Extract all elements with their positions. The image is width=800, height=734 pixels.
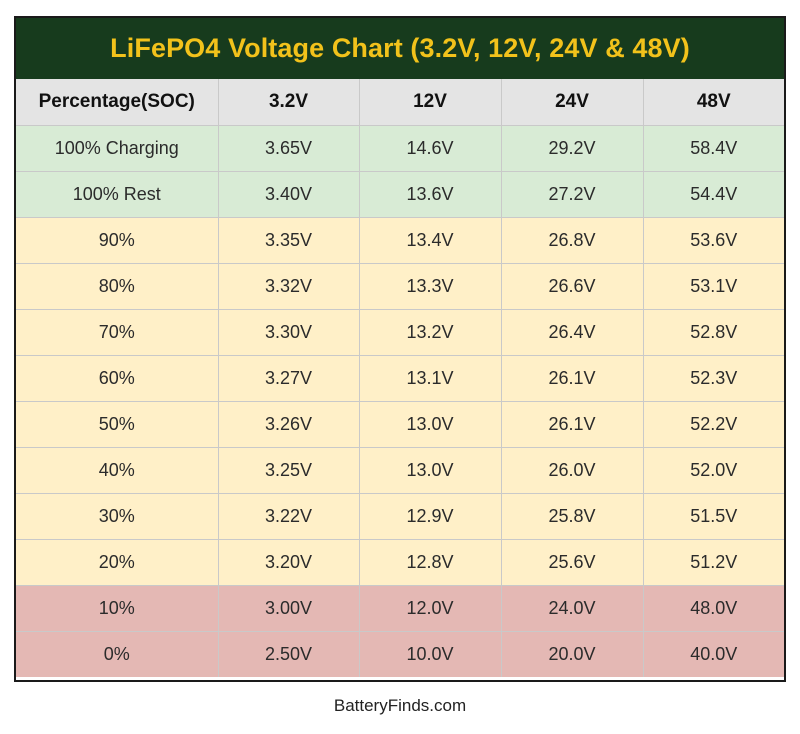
voltage-cell-12v: 13.2V xyxy=(358,308,502,356)
voltage-cell-24v: 25.8V xyxy=(500,492,644,540)
voltage-cell-12v: 13.0V xyxy=(358,446,502,494)
voltage-cell-24v: 26.0V xyxy=(500,446,644,494)
voltage-cell-48v: 40.0V xyxy=(642,630,784,677)
table-row: 40% 3.25V 13.0V 26.0V 52.0V xyxy=(16,446,784,494)
column-header-soc: Percentage(SOC) xyxy=(16,79,219,126)
voltage-cell-3v2: 3.22V xyxy=(217,492,360,540)
table-row: 0% 2.50V 10.0V 20.0V 40.0V xyxy=(16,630,784,677)
voltage-cell-24v: 29.2V xyxy=(500,124,644,172)
voltage-cell-48v: 52.3V xyxy=(642,354,784,402)
soc-cell: 100% Charging xyxy=(16,124,219,172)
voltage-cell-3v2: 3.32V xyxy=(217,262,360,310)
footer-credit: BatteryFinds.com xyxy=(333,696,467,715)
table-row: 60% 3.27V 13.1V 26.1V 52.3V xyxy=(16,354,784,402)
voltage-cell-3v2: 3.30V xyxy=(217,308,360,356)
voltage-cell-12v: 13.6V xyxy=(358,170,502,218)
table-row: 80% 3.32V 13.3V 26.6V 53.1V xyxy=(16,262,784,310)
voltage-cell-24v: 26.8V xyxy=(500,216,644,264)
table-row: 100% Charging 3.65V 14.6V 29.2V 58.4V xyxy=(16,124,784,172)
voltage-cell-3v2: 3.35V xyxy=(217,216,360,264)
table-row: 20% 3.20V 12.8V 25.6V 51.2V xyxy=(16,538,784,586)
soc-cell: 100% Rest xyxy=(16,170,219,218)
voltage-cell-3v2: 3.65V xyxy=(217,124,360,172)
voltage-cell-12v: 12.0V xyxy=(358,584,502,632)
soc-cell: 90% xyxy=(16,216,219,264)
soc-cell: 80% xyxy=(16,262,219,310)
voltage-cell-24v: 26.6V xyxy=(500,262,644,310)
voltage-cell-3v2: 3.40V xyxy=(217,170,360,218)
voltage-cell-48v: 52.2V xyxy=(642,400,784,448)
voltage-cell-3v2: 3.26V xyxy=(217,400,360,448)
voltage-cell-48v: 53.6V xyxy=(642,216,784,264)
soc-cell: 10% xyxy=(16,584,219,632)
voltage-cell-48v: 48.0V xyxy=(642,584,784,632)
voltage-cell-24v: 24.0V xyxy=(500,584,644,632)
voltage-cell-24v: 25.6V xyxy=(500,538,644,586)
voltage-cell-12v: 12.9V xyxy=(358,492,502,540)
table-body: 100% Charging 3.65V 14.6V 29.2V 58.4V 100% Re… xyxy=(16,124,784,677)
table-row: 70% 3.30V 13.2V 26.4V 52.8V xyxy=(16,308,784,356)
voltage-cell-3v2: 3.27V xyxy=(217,354,360,402)
voltage-cell-12v: 13.4V xyxy=(358,216,502,264)
voltage-cell-48v: 54.4V xyxy=(642,170,784,218)
soc-cell: 40% xyxy=(16,446,219,494)
soc-cell: 20% xyxy=(16,538,219,586)
column-header-12v: 12V xyxy=(358,79,502,126)
voltage-cell-48v: 52.0V xyxy=(642,446,784,494)
soc-cell: 30% xyxy=(16,492,219,540)
voltage-cell-12v: 13.1V xyxy=(358,354,502,402)
voltage-cell-3v2: 2.50V xyxy=(217,630,360,677)
soc-cell: 60% xyxy=(16,354,219,402)
voltage-cell-48v: 53.1V xyxy=(642,262,784,310)
voltage-cell-3v2: 3.25V xyxy=(217,446,360,494)
voltage-cell-12v: 10.0V xyxy=(358,630,502,677)
voltage-table: Percentage(SOC) 3.2V 12V 24V 48V 100% Ch… xyxy=(16,79,784,677)
chart-title: LiFePO4 Voltage Chart (3.2V, 12V, 24V & … xyxy=(16,18,784,79)
soc-cell: 50% xyxy=(16,400,219,448)
voltage-cell-24v: 26.1V xyxy=(500,354,644,402)
voltage-cell-24v: 20.0V xyxy=(500,630,644,677)
voltage-cell-24v: 26.4V xyxy=(500,308,644,356)
voltage-cell-48v: 51.5V xyxy=(642,492,784,540)
column-header-24v: 24V xyxy=(500,79,644,126)
table-row: 90% 3.35V 13.4V 26.8V 53.6V xyxy=(16,216,784,264)
voltage-cell-12v: 14.6V xyxy=(358,124,502,172)
voltage-cell-24v: 26.1V xyxy=(500,400,644,448)
voltage-chart: LiFePO4 Voltage Chart (3.2V, 12V, 24V & … xyxy=(14,16,786,682)
table-row: 100% Rest 3.40V 13.6V 27.2V 54.4V xyxy=(16,170,784,218)
header-row: Percentage(SOC) 3.2V 12V 24V 48V xyxy=(16,79,784,126)
soc-cell: 70% xyxy=(16,308,219,356)
soc-cell: 0% xyxy=(16,630,219,677)
voltage-cell-12v: 12.8V xyxy=(358,538,502,586)
voltage-cell-24v: 27.2V xyxy=(500,170,644,218)
voltage-cell-12v: 13.3V xyxy=(358,262,502,310)
column-header-3v2: 3.2V xyxy=(217,79,360,126)
column-header-48v: 48V xyxy=(642,79,784,126)
voltage-cell-3v2: 3.20V xyxy=(217,538,360,586)
table-row: 50% 3.26V 13.0V 26.1V 52.2V xyxy=(16,400,784,448)
voltage-cell-48v: 52.8V xyxy=(642,308,784,356)
voltage-cell-12v: 13.0V xyxy=(358,400,502,448)
table-row: 10% 3.00V 12.0V 24.0V 48.0V xyxy=(16,584,784,632)
voltage-cell-48v: 51.2V xyxy=(642,538,784,586)
voltage-cell-3v2: 3.00V xyxy=(217,584,360,632)
table-row: 30% 3.22V 12.9V 25.8V 51.5V xyxy=(16,492,784,540)
voltage-cell-48v: 58.4V xyxy=(642,124,784,172)
